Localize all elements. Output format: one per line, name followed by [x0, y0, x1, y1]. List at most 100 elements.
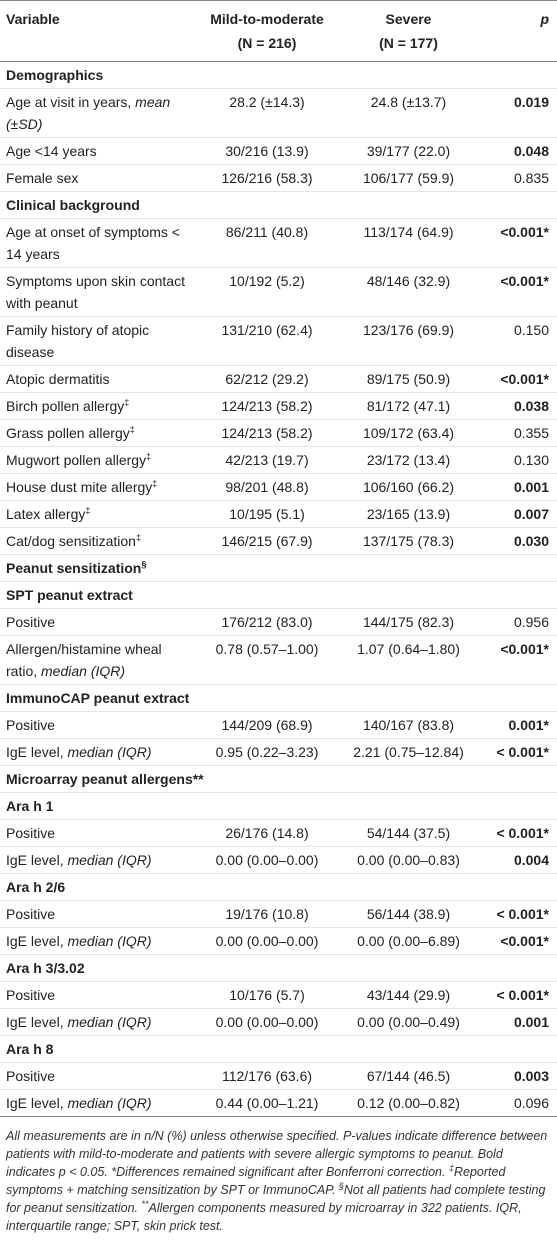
- table-row: Grass pollen allergy‡ 124/213 (58.2) 109/1…: [0, 419, 557, 447]
- p-value: 0.004: [513, 852, 549, 868]
- table-row: Positive 176/212 (83.0) 144/175 (82.3) 0.95…: [0, 608, 557, 636]
- p-value: 0.038: [513, 398, 549, 414]
- p-value: <0.001*: [500, 224, 549, 240]
- severe-cell: 24.8 (±13.7): [336, 88, 481, 138]
- p-cell: < 0.001*: [481, 738, 557, 766]
- p-cell: 0.048: [481, 137, 557, 165]
- table-row: Demographics: [0, 61, 557, 89]
- variable-cell: Allergen/histamine wheal ratio, median (…: [0, 635, 198, 685]
- section-cell: Ara h 2/6: [0, 873, 557, 901]
- mild-value: 28.2 (±14.3): [229, 94, 305, 110]
- severe-value: 109/172 (63.4): [362, 425, 455, 441]
- p-cell: < 0.001*: [481, 981, 557, 1009]
- variable-unit: median (IQR): [67, 1095, 152, 1111]
- variable-cell: Cat/dog sensitization‡: [0, 527, 198, 555]
- section-cell: ImmunoCAP peanut extract: [0, 684, 557, 712]
- table-row: IgE level, median (IQR) 0.95 (0.22–3.23) 2…: [0, 738, 557, 766]
- table-row: ImmunoCAP peanut extract: [0, 684, 557, 712]
- table-row: Peanut sensitization§: [0, 554, 557, 582]
- variable-cell: Grass pollen allergy‡: [0, 419, 198, 447]
- header-cell: Mild-to-moderate (N = 216): [198, 0, 336, 62]
- mild-value: 26/176 (14.8): [225, 825, 309, 841]
- p-value: 0.835: [513, 170, 549, 186]
- p-cell: 0.150: [481, 316, 557, 366]
- variable-cell: Age at onset of symptoms < 14 years: [0, 218, 198, 268]
- variable-label: Birch pollen allergy: [6, 398, 125, 414]
- footnote-mark: ‡: [146, 451, 152, 462]
- variable-label: Grass pollen allergy: [6, 425, 130, 441]
- table-row: Microarray peanut allergens**: [0, 765, 557, 793]
- severe-cell: 106/177 (59.9): [336, 164, 481, 192]
- variable-label: Cat/dog sensitization: [6, 533, 136, 549]
- header-row: Variable Mild-to-moderate (N = 216) Sever…: [0, 0, 557, 62]
- footnote-mark: §: [141, 559, 147, 570]
- severe-value: 0.00 (0.00–6.89): [357, 933, 460, 949]
- mild-cell: 19/176 (10.8): [198, 900, 336, 928]
- p-cell: 0.030: [481, 527, 557, 555]
- section-label: Microarray peanut allergens**: [6, 771, 204, 787]
- section-cell: Demographics: [0, 61, 557, 89]
- table-row: Ara h 1: [0, 792, 557, 820]
- variable-cell: Age at visit in years, mean (±SD): [0, 88, 198, 138]
- mild-value: 30/216 (13.9): [225, 143, 309, 159]
- table-row: Allergen/histamine wheal ratio, median (…: [0, 635, 557, 685]
- mild-cell: 131/210 (62.4): [198, 316, 336, 366]
- table-row: Latex allergy‡ 10/195 (5.1) 23/165 (13.9) 0…: [0, 500, 557, 528]
- variable-cell: Symptoms upon skin contact with peanut: [0, 267, 198, 317]
- section-label: SPT peanut extract: [6, 587, 133, 603]
- mild-cell: 124/213 (58.2): [198, 419, 336, 447]
- variable-cell: IgE level, median (IQR): [0, 927, 198, 955]
- p-cell: <0.001*: [481, 365, 557, 393]
- mild-value: 62/212 (29.2): [225, 371, 309, 387]
- footnote-mark: §: [338, 1180, 344, 1191]
- variable-label: House dust mite allergy: [6, 479, 153, 495]
- severe-cell: 140/167 (83.8): [336, 711, 481, 739]
- p-cell: 0.835: [481, 164, 557, 192]
- table-row: IgE level, median (IQR) 0.00 (0.00–0.00) 0…: [0, 846, 557, 874]
- p-value: <0.001*: [500, 933, 549, 949]
- mild-value: 124/213 (58.2): [221, 425, 313, 441]
- severe-cell: 48/146 (32.9): [336, 267, 481, 317]
- p-cell: 0.003: [481, 1062, 557, 1090]
- header-text: (N = 177): [379, 35, 438, 51]
- severe-cell: 113/174 (64.9): [336, 218, 481, 268]
- p-cell: 0.001*: [481, 711, 557, 739]
- severe-value: 1.07 (0.64–1.80): [357, 641, 460, 657]
- table-row: Positive 19/176 (10.8) 56/144 (38.9) < 0.00…: [0, 900, 557, 928]
- mild-value: 131/210 (62.4): [221, 322, 313, 338]
- footnote-mark: ‡: [152, 478, 158, 489]
- variable-unit: median (IQR): [67, 852, 152, 868]
- header-text: p: [540, 11, 549, 27]
- severe-value: 137/175 (78.3): [362, 533, 455, 549]
- p-cell: 0.130: [481, 446, 557, 474]
- severe-value: 43/144 (29.9): [366, 987, 451, 1003]
- p-value: 0.003: [513, 1068, 549, 1084]
- variable-label: Positive: [6, 825, 56, 841]
- p-cell: <0.001*: [481, 267, 557, 317]
- mild-cell: 0.00 (0.00–0.00): [198, 927, 336, 955]
- p-value: 0.001: [513, 1014, 549, 1030]
- mild-value: 124/213 (58.2): [221, 398, 313, 414]
- table-row: Clinical background: [0, 191, 557, 219]
- section-label: Ara h 1: [6, 798, 54, 814]
- severe-value: 144/175 (82.3): [362, 614, 455, 630]
- table-row: Ara h 8: [0, 1035, 557, 1063]
- mild-value: 126/216 (58.3): [221, 170, 313, 186]
- header-cell: Variable: [0, 0, 198, 62]
- mild-value: 0.00 (0.00–0.00): [215, 1014, 319, 1030]
- p-cell: 0.019: [481, 88, 557, 138]
- p-value: 0.150: [513, 322, 549, 338]
- mild-cell: 10/192 (5.2): [198, 267, 336, 317]
- p-value: < 0.001*: [496, 744, 549, 760]
- severe-cell: 109/172 (63.4): [336, 419, 481, 447]
- table-row: Symptoms upon skin contact with peanut 10…: [0, 267, 557, 317]
- p-value: < 0.001*: [496, 825, 549, 841]
- header-text: (N = 216): [237, 35, 297, 51]
- mild-cell: 42/213 (19.7): [198, 446, 336, 474]
- data-table: Variable Mild-to-moderate (N = 216) Sever…: [0, 0, 557, 1117]
- table-row: Mugwort pollen allergy‡ 42/213 (19.7) 23/1…: [0, 446, 557, 474]
- severe-cell: 1.07 (0.64–1.80): [336, 635, 481, 685]
- mild-cell: 28.2 (±14.3): [198, 88, 336, 138]
- p-cell: 0.355: [481, 419, 557, 447]
